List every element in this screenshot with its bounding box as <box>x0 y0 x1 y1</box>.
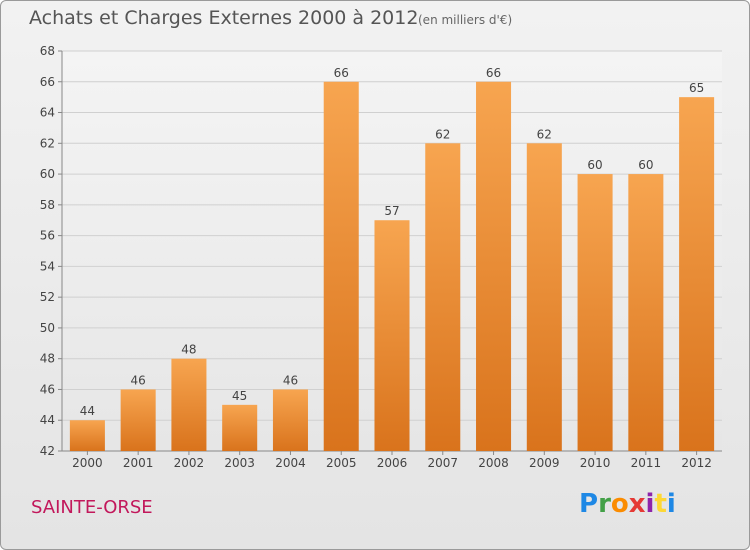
x-tick-label: 2000 <box>72 456 103 470</box>
x-tick-label: 2001 <box>123 456 154 470</box>
y-tick-label: 66 <box>40 75 55 89</box>
x-tick-label: 2004 <box>275 456 306 470</box>
brand-letter: i <box>666 489 676 519</box>
bar <box>476 81 512 452</box>
y-tick-label: 54 <box>40 259 55 273</box>
x-tick-label: 2002 <box>174 456 205 470</box>
y-tick-label: 60 <box>40 167 55 181</box>
x-tick-label: 2005 <box>326 456 357 470</box>
data-label: 65 <box>689 81 704 95</box>
data-label: 66 <box>334 66 349 80</box>
x-tick-label: 2011 <box>631 456 662 470</box>
bar <box>374 220 410 451</box>
x-tick-label: 2003 <box>224 456 255 470</box>
y-tick-label: 44 <box>40 413 55 427</box>
data-label: 60 <box>638 158 653 172</box>
data-label: 44 <box>80 404 95 418</box>
data-label: 46 <box>131 373 146 387</box>
place-name: SAINTE-ORSE <box>31 497 153 518</box>
brand-letter: i <box>645 489 655 519</box>
x-tick-label: 2006 <box>377 456 408 470</box>
bar <box>69 420 105 451</box>
data-label: 57 <box>384 204 399 218</box>
brand-letter: t <box>654 489 667 519</box>
data-label: 60 <box>587 158 602 172</box>
bar <box>171 358 207 451</box>
brand-logo: Proxiti <box>579 489 676 519</box>
data-label: 46 <box>283 373 298 387</box>
brand-letter: x <box>628 489 646 519</box>
brand-letter: r <box>598 489 611 519</box>
x-tick-label: 2012 <box>681 456 712 470</box>
y-tick-label: 42 <box>40 444 55 458</box>
y-tick-label: 50 <box>40 321 55 335</box>
bar <box>323 81 359 452</box>
y-tick-label: 48 <box>40 352 55 366</box>
y-tick-label: 68 <box>40 44 55 58</box>
data-label: 62 <box>537 127 552 141</box>
data-label: 48 <box>181 343 196 357</box>
bar <box>425 143 461 452</box>
chart-title: Achats et Charges Externes 2000 à 2012 <box>29 7 419 29</box>
bar <box>628 174 664 452</box>
bar <box>120 389 156 451</box>
bar <box>526 143 562 452</box>
x-tick-label: 2010 <box>580 456 611 470</box>
bar <box>272 389 308 451</box>
x-tick-label: 2009 <box>529 456 560 470</box>
y-tick-label: 58 <box>40 198 55 212</box>
x-tick-label: 2007 <box>427 456 458 470</box>
chart-subtitle: (en milliers d'€) <box>418 13 513 27</box>
data-label: 62 <box>435 127 450 141</box>
y-tick-label: 56 <box>40 229 55 243</box>
y-tick-label: 64 <box>40 106 55 120</box>
y-tick-label: 52 <box>40 290 55 304</box>
bar <box>577 174 613 452</box>
x-tick-label: 2008 <box>478 456 509 470</box>
bar <box>679 97 715 452</box>
brand-letter: P <box>579 489 599 519</box>
brand-letter: o <box>610 489 629 519</box>
data-label: 45 <box>232 389 247 403</box>
data-label: 66 <box>486 66 501 80</box>
y-tick-label: 62 <box>40 136 55 150</box>
y-tick-label: 46 <box>40 382 55 396</box>
bar <box>222 404 258 451</box>
